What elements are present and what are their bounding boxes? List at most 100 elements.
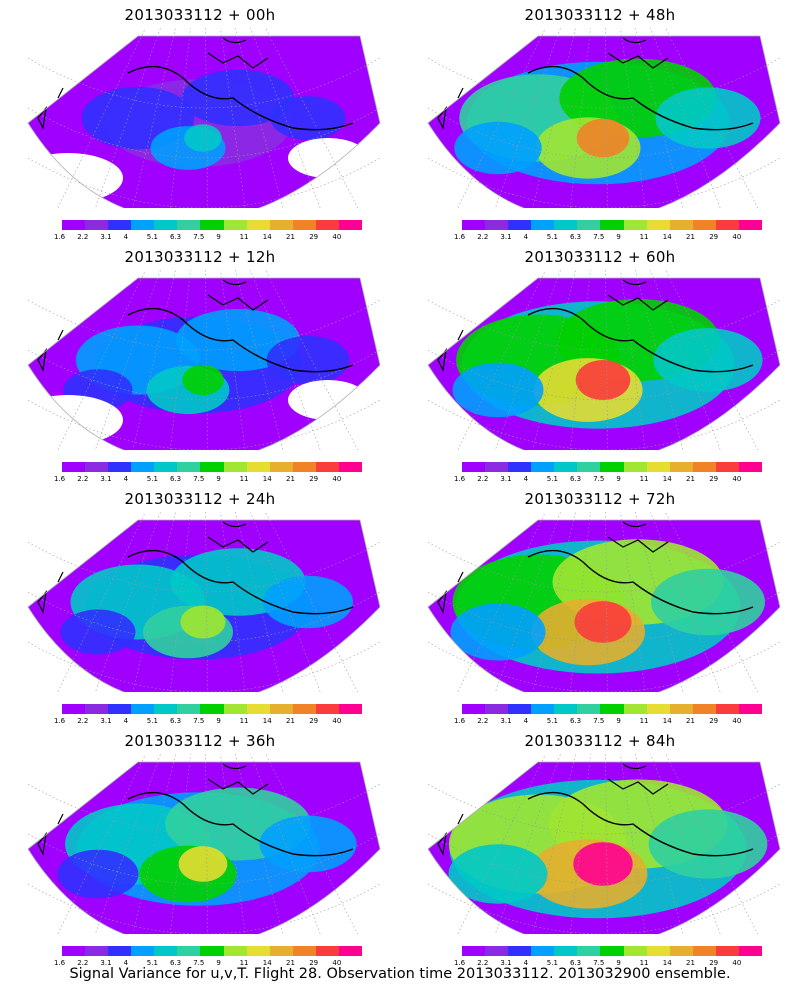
colorbar-tick-label: 2.2 [477,717,489,725]
coastline [527,549,754,615]
colorbar-swatch [131,946,155,956]
coastline [207,37,269,69]
colorbar-swatch [269,704,293,714]
variance-contour [575,359,631,401]
colorbar-tick-label: 14 [662,475,672,483]
colorbar-tick-label: 7.5 [193,475,205,483]
colorbar-swatch [62,704,86,714]
colorbar-tick-label: 1.6 [454,475,466,483]
colorbar-swatch [738,946,763,956]
colorbar-swatch [62,220,86,230]
coastline [607,521,669,553]
colorbar-swatch [200,220,224,230]
colorbar-tick-label: 3.1 [500,475,512,483]
coastline [437,813,464,856]
colorbar-swatch [738,462,763,472]
graticule-parallel [27,399,381,450]
colorbar-tick-label: 21 [686,717,695,725]
graticule-parallel [427,399,781,450]
variance-contour [576,118,630,158]
panel-title: 2013033112 + 48h [524,6,676,24]
low-variance-gap [288,380,368,420]
graticule-meridian [635,270,684,450]
colorbar-swatch [462,946,486,956]
colorbar-swatch [715,220,739,230]
colorbar-tick-label: 9 [216,959,221,967]
colorbar-tick-label: 21 [686,233,695,241]
colorbar-tick-label: 3.1 [100,233,112,241]
colorbar-tick-label: 40 [732,233,742,241]
graticule-parallel [27,833,381,885]
colorbar-swatch [692,220,716,230]
coastline [527,791,754,857]
colorbar-swatch [269,462,293,472]
colorbar-tick-label: 5.1 [146,717,158,725]
graticule-meridian [635,512,684,692]
graticule-meridian [569,28,591,208]
colorbar-tick-label: 9 [616,959,621,967]
colorbar-swatch [669,704,693,714]
colorbar-swatch [485,462,509,472]
variance-contour [448,844,548,904]
colorbar-swatch [462,462,486,472]
graticule-meridian [220,754,246,934]
variance-field [428,520,780,692]
colorbar-swatch [223,704,247,714]
colorbar-tick-label: 21 [286,717,295,725]
colorbar-tick-label: 11 [639,717,649,725]
variance-contour [653,328,763,392]
variance-contour [266,335,350,385]
colorbar-tick-label: 4 [123,475,129,483]
colorbar-swatch [108,946,132,956]
colorbar-swatch [246,946,270,956]
variance-map [27,28,381,208]
coastline [207,279,269,311]
colorbar-swatch [292,462,316,472]
variance-contour [182,364,224,396]
colorbar [462,220,763,230]
graticule-parallel [427,57,781,109]
colorbar-swatch [738,220,763,230]
variance-contour [648,809,768,879]
colorbar-tick-label: 7.5 [593,959,605,967]
colorbar-swatch [715,704,739,714]
colorbar-swatch [246,462,270,472]
colorbar-tick-label: 2.2 [477,475,489,483]
colorbar-tick-label: 40 [332,233,342,241]
graticule-meridian [57,270,146,450]
colorbar-swatch [177,704,201,714]
colorbar-swatch [269,220,293,230]
graticule-meridian [235,28,284,208]
colorbar-swatch [85,704,109,714]
colorbar-tick-label: 21 [686,475,695,483]
graticule-meridian [620,28,646,208]
colorbar-tick-label: 14 [662,959,672,967]
colorbar-swatch [62,946,86,956]
colorbar-tick-label: 2.2 [477,233,489,241]
colorbar-tick-label: 7.5 [593,717,605,725]
colorbar-swatch [462,704,486,714]
variance-map [427,28,781,208]
figure-caption: Signal Variance for u,v,T. Flight 28. Ob… [69,966,731,982]
colorbar-tick-label: 5.1 [146,475,158,483]
colorbar-tick-label: 1.6 [454,233,466,241]
colorbar-swatch [600,946,624,956]
coastline [127,549,354,615]
colorbar-tick-label: 7.5 [193,959,205,967]
graticule-parallel [27,591,381,643]
variance-contour [573,842,633,886]
colorbar-swatch [508,704,532,714]
coastline [527,307,754,373]
colorbar-tick-label: 4 [523,475,529,483]
colorbar-swatch [554,462,578,472]
colorbar-tick-label: 29 [709,717,719,725]
colorbar-tick-label: 11 [639,475,649,483]
colorbar-tick-label: 6.3 [570,233,582,241]
colorbar-labels: 1.6 2.2 3.1 4 5.1 6.3 7.5 9 11 14 21 29 40 [54,959,374,969]
graticule-parallel [427,107,781,159]
colorbar-tick-label: 4 [123,233,129,241]
graticule-parallel [427,883,781,934]
colorbar-tick-label: 5.1 [546,959,558,967]
variance-contour [270,96,346,140]
colorbar-swatch [338,220,363,230]
